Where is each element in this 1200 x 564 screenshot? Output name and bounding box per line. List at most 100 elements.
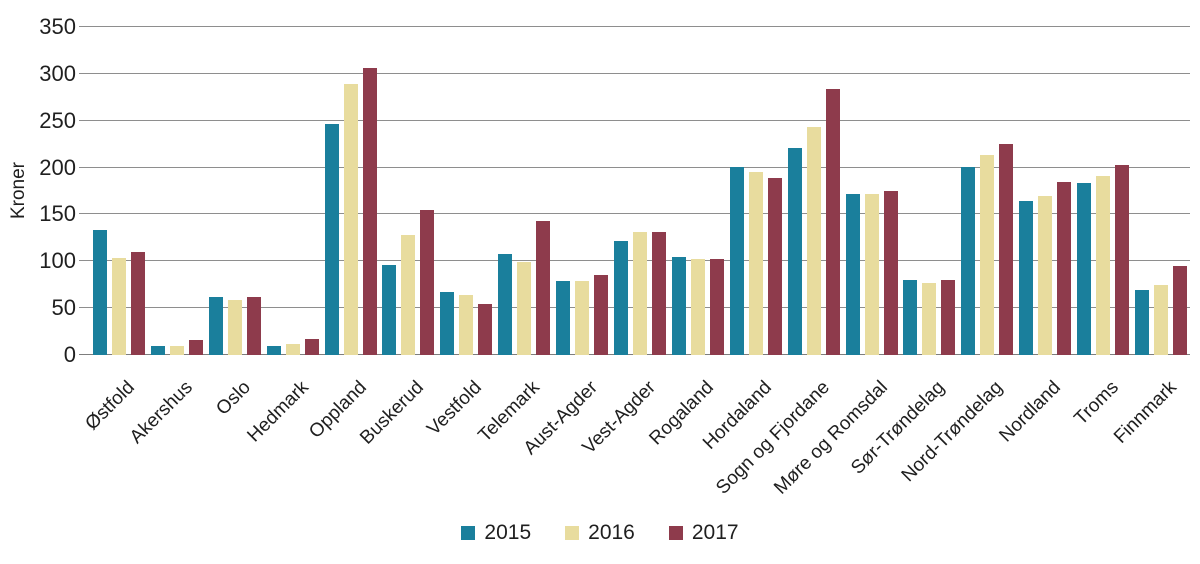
legend: 2015 2016 2017 — [0, 521, 1200, 545]
bar-2017 — [304, 339, 319, 355]
bar-2017 — [883, 191, 898, 355]
bar-2016 — [1096, 176, 1111, 355]
bar-group-oslo — [206, 27, 264, 355]
bar-2015 — [266, 345, 281, 355]
gridline — [79, 119, 1190, 121]
bar-2016 — [575, 280, 590, 355]
bar-group-hordaland — [727, 27, 785, 355]
legend-swatch-2016 — [565, 526, 580, 540]
y-tick-label: 300 — [39, 60, 76, 86]
bar-group-nord-trøndelag — [958, 27, 1016, 355]
bar-2016 — [748, 172, 763, 355]
bar-2016 — [632, 232, 647, 355]
bar-2015 — [671, 256, 686, 355]
legend-item-2016: 2016 — [565, 521, 635, 545]
bar-group-vestfold — [437, 27, 495, 355]
bar-2015 — [729, 166, 744, 355]
legend-swatch-2015 — [461, 526, 476, 540]
bar-2017 — [362, 68, 377, 355]
bar-2017 — [825, 88, 840, 355]
bar-2017 — [246, 296, 261, 355]
x-axis-label: Troms — [1070, 377, 1124, 430]
y-tick-label: 150 — [39, 201, 76, 227]
bar-2016 — [922, 282, 937, 355]
bar-group-vest-agder — [611, 27, 669, 355]
bar-2016 — [1038, 195, 1053, 355]
bar-2017 — [999, 144, 1014, 355]
bar-2015 — [1134, 290, 1149, 355]
y-tick-label: 100 — [39, 248, 76, 274]
x-axis-label: Hedmark — [243, 377, 313, 447]
bar-group-aust-agder — [553, 27, 611, 355]
bar-group-oppland — [322, 27, 380, 355]
legend-item-2017: 2017 — [668, 521, 739, 545]
x-axis-label: Oslo — [212, 377, 255, 420]
gridline — [79, 72, 1190, 74]
bar-2016 — [690, 259, 705, 355]
bar-2015 — [208, 296, 223, 355]
bar-2017 — [709, 259, 724, 355]
bar-2017 — [1057, 181, 1072, 355]
legend-label: 2017 — [691, 521, 739, 544]
bar-group-sogn-og-fjordane — [785, 27, 843, 355]
bar-2016 — [285, 343, 300, 355]
bar-2015 — [1077, 182, 1092, 355]
bar-group-finnmark — [1132, 27, 1190, 355]
bar-2017 — [767, 177, 782, 355]
bar-2015 — [92, 230, 107, 355]
x-axis-label: Akershus — [125, 377, 197, 448]
legend-label: 2015 — [484, 521, 532, 544]
y-tick-label: 250 — [39, 107, 76, 133]
bar-2017 — [941, 280, 956, 355]
bar-2015 — [440, 292, 455, 355]
bar-group-troms — [1074, 27, 1132, 355]
bar-group-buskerud — [379, 27, 437, 355]
bar-2015 — [903, 280, 918, 355]
bar-2016 — [227, 299, 242, 355]
bar-group-nordland — [1016, 27, 1074, 355]
y-tick-label: 0 — [63, 342, 76, 367]
bar-2016 — [111, 257, 126, 355]
bar-groups — [90, 27, 1190, 355]
bar-2015 — [1019, 201, 1034, 355]
bar-2015 — [787, 147, 802, 355]
bar-2015 — [498, 253, 513, 355]
bar-2017 — [420, 209, 435, 355]
gridline — [79, 26, 1190, 27]
bar-2016 — [459, 295, 474, 355]
bar-group-hedmark — [264, 27, 322, 355]
legend-label: 2016 — [588, 521, 635, 544]
bar-2016 — [169, 345, 184, 355]
bar-group-rogaland — [669, 27, 727, 355]
legend-item-2015: 2015 — [461, 521, 531, 545]
x-axis-label: Nord-Trøndelag — [898, 377, 1008, 487]
bar-2017 — [536, 221, 551, 355]
y-tick-label: 50 — [51, 295, 76, 321]
y-tick-label: 350 — [39, 14, 76, 39]
bar-2015 — [556, 280, 571, 355]
bar-2017 — [130, 251, 145, 355]
bar-2016 — [343, 84, 358, 355]
bar-2017 — [188, 340, 203, 355]
gridline — [79, 166, 1190, 168]
bar-2015 — [845, 193, 860, 355]
bar-group-møre-og-romsdal — [843, 27, 901, 355]
bar-2017 — [1172, 265, 1187, 355]
bar-2017 — [651, 232, 666, 355]
plot-area — [79, 26, 1190, 355]
bar-2016 — [517, 262, 532, 355]
bar-2015 — [613, 240, 628, 355]
gridline — [79, 213, 1190, 215]
bar-2015 — [961, 166, 976, 355]
bar-2017 — [478, 304, 493, 355]
x-axis-label: Finnmark — [1110, 377, 1181, 448]
bar-group-sør-trøndelag — [900, 27, 958, 355]
bar-group-akershus — [148, 27, 206, 355]
y-tick-label: 200 — [39, 154, 76, 180]
bar-2015 — [382, 265, 397, 355]
bar-2015 — [324, 124, 339, 355]
bar-2017 — [594, 275, 609, 355]
bar-2015 — [150, 345, 165, 355]
bar-2016 — [1153, 284, 1168, 355]
